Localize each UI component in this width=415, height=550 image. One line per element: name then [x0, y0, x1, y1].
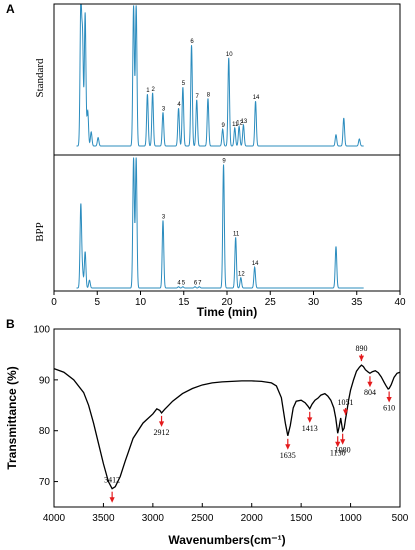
peak-label: 2 — [151, 87, 155, 93]
annotation-label: 2912 — [154, 428, 170, 437]
x-tick-label-a: 25 — [265, 297, 277, 308]
annotation-arrow-head — [340, 439, 346, 445]
annotation-arrow-head — [109, 497, 115, 503]
panel-b-label: B — [6, 317, 15, 331]
annotation-arrow-head — [335, 441, 341, 448]
annotation-label: 1051 — [338, 398, 354, 407]
peak-label: 3 — [162, 106, 166, 112]
series-label-bpp: BPP — [34, 222, 46, 242]
annotation-label: 804 — [364, 388, 376, 397]
x-axis-label-a: Time (min) — [197, 305, 257, 319]
peak-label: 9 — [222, 123, 226, 129]
peak-label: 4 — [177, 102, 181, 108]
peak-label: 7 — [198, 281, 202, 287]
annotation-arrow-head — [285, 444, 291, 450]
annotation-2912: 2912 — [154, 415, 170, 437]
annotation-arrow-head — [358, 355, 365, 362]
y-tick-label-b: 80 — [39, 426, 51, 437]
y-tick-label-b: 90 — [39, 375, 51, 386]
peak-label: 13 — [241, 119, 248, 125]
x-tick-label-a: 35 — [351, 297, 363, 308]
x-tick-label-a: 40 — [394, 297, 406, 308]
ftir-panel: 4000 3500 3000 2500 2000 1500 1000 500 70 80 90 10… — [5, 325, 409, 548]
peak-label: 12 — [236, 120, 243, 126]
peak-label: 6 — [190, 39, 194, 45]
y-axis-ticks-b: 70 80 90 100 — [33, 325, 58, 488]
annotation-1130: 1130 — [330, 436, 346, 457]
peak-label: 5 — [182, 281, 186, 287]
x-tick-label-b: 2500 — [191, 513, 214, 524]
y-axis-label-b: Transmittance (%) — [5, 366, 19, 469]
ftir-spectrum-line — [53, 364, 401, 490]
y-tick-label-b: 70 — [39, 477, 51, 488]
annotation-1051: 1051 — [338, 398, 354, 416]
chromatogram-traces — [76, 4, 364, 289]
annotation-label: 610 — [383, 404, 395, 413]
annotation-1080: 1080 — [335, 433, 351, 455]
x-axis-ticks-b: 4000 3500 3000 2500 2000 1500 1000 500 — [43, 503, 409, 524]
x-tick-label-b: 500 — [392, 513, 409, 524]
x-tick-label-b: 2000 — [241, 513, 264, 524]
ftir-frame — [53, 328, 401, 508]
annotation-label: 3412 — [104, 476, 120, 485]
annotation-label: 1130 — [330, 448, 346, 457]
annotation-label: 890 — [355, 344, 367, 353]
series-label-standard: Standard — [34, 58, 46, 98]
x-tick-label-a: 5 — [94, 297, 100, 308]
peak-label: 11 — [232, 122, 239, 128]
annotation-label: 1635 — [280, 451, 296, 460]
annotation-1635: 1635 — [280, 438, 296, 460]
annotation-1413: 1413 — [302, 411, 318, 433]
annotation-890: 890 — [355, 344, 367, 362]
annotation-3412: 3412 — [104, 476, 120, 503]
annotation-arrow-head — [158, 421, 165, 427]
peak-label: 8 — [207, 92, 211, 98]
peak-label: 3 — [162, 214, 166, 220]
x-tick-label-b: 1500 — [290, 513, 313, 524]
peak-label: 11 — [233, 231, 240, 237]
annotation-arrow-head — [307, 417, 313, 423]
x-tick-label-a: 15 — [178, 297, 190, 308]
annotation-label: 1080 — [335, 446, 351, 455]
annotation-610: 610 — [383, 391, 395, 413]
annotation-804: 804 — [364, 376, 376, 397]
peak-label: 14 — [252, 261, 259, 267]
y-tick-label-b: 100 — [33, 325, 50, 336]
x-tick-label-b: 4000 — [43, 513, 66, 524]
chromatogram-frame — [53, 3, 401, 292]
x-tick-label-b: 3500 — [92, 513, 115, 524]
peak-label: 9 — [222, 159, 226, 165]
peak-label: 6 — [194, 281, 198, 287]
peak-label: 14 — [253, 95, 260, 101]
x-tick-label-a: 30 — [308, 297, 320, 308]
peak-label: 10 — [226, 52, 233, 58]
annotation-arrow-head — [342, 409, 349, 416]
annotation-arrow-head — [367, 381, 373, 388]
peak-label: 1 — [146, 88, 150, 94]
x-axis-label-b: Wavenumbers(cm⁻¹) — [168, 533, 285, 547]
x-axis-ticks-a: 0 5 10 15 20 25 30 35 40 — [51, 291, 406, 308]
x-tick-label-b: 3000 — [142, 513, 165, 524]
trace-0 — [76, 4, 364, 147]
annotation-arrow-head — [386, 397, 392, 403]
x-tick-label-a: 10 — [135, 297, 147, 308]
trace-1 — [76, 157, 364, 289]
peak-label: 5 — [182, 81, 186, 87]
x-tick-label-a: 20 — [221, 297, 233, 308]
x-tick-label-b: 1000 — [339, 513, 362, 524]
annotation-label: 1413 — [302, 424, 318, 433]
peak-label: 4 — [177, 281, 181, 287]
peak-label: 12 — [238, 272, 245, 278]
panel-a-label: A — [6, 2, 15, 16]
x-tick-label-a: 0 — [51, 297, 57, 308]
peak-label: 7 — [196, 94, 200, 100]
